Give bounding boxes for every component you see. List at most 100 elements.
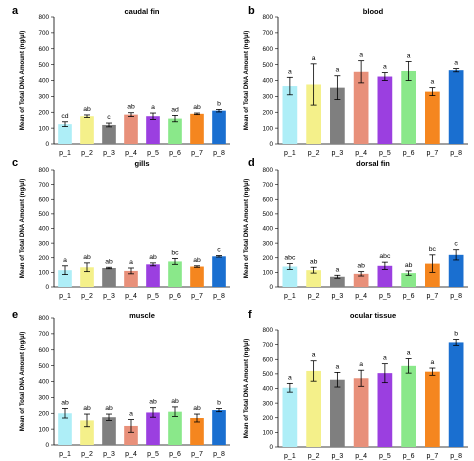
- x-tick-label: p_7: [427, 293, 439, 300]
- significance-letter: ab: [149, 399, 157, 406]
- bar: [124, 270, 138, 287]
- x-tick-label: p_5: [379, 453, 391, 460]
- bar: [80, 420, 94, 445]
- significance-letter: ab: [149, 254, 157, 261]
- y-tick-label: 400: [262, 386, 273, 393]
- chart-title: blood: [363, 7, 384, 16]
- significance-letter: bc: [171, 249, 179, 256]
- x-tick-label: p_6: [169, 293, 181, 300]
- bar: [448, 70, 464, 144]
- significance-letter: a: [335, 67, 339, 74]
- bar: [401, 273, 416, 287]
- x-tick-label: p_5: [379, 150, 391, 157]
- panel-a: a caudal fin Mean of Total DNA Amount (ng/…: [12, 5, 230, 157]
- x-tick-label: p_2: [81, 293, 93, 300]
- x-tick-label: p_3: [103, 293, 115, 300]
- x-tick-label: p_4: [355, 293, 367, 300]
- significance-letter: ab: [61, 399, 69, 406]
- significance-letter: ab: [105, 405, 113, 412]
- x-tick-label: p_4: [355, 150, 367, 157]
- significance-letter: ab: [83, 405, 91, 412]
- x-tick-label: p_5: [147, 293, 159, 300]
- significance-letter: c: [107, 114, 111, 121]
- x-tick-label: p_1: [284, 293, 296, 300]
- y-axis-label: Mean of Total DNA Amount (ng/µl): [243, 179, 250, 279]
- bar: [401, 365, 416, 447]
- significance-letter: b: [217, 399, 221, 406]
- x-tick-label: p_7: [191, 451, 203, 458]
- x-tick-label: p_3: [332, 293, 344, 300]
- significance-letter: a: [454, 60, 458, 67]
- x-tick-label: p_5: [147, 451, 159, 458]
- bar: [80, 267, 94, 287]
- y-tick-label: 700: [262, 342, 273, 349]
- significance-letter: a: [288, 68, 292, 75]
- significance-letter: a: [288, 374, 292, 381]
- bar: [212, 256, 226, 287]
- x-tick-label: p_7: [427, 150, 439, 157]
- significance-letter: a: [430, 359, 434, 366]
- x-tick-label: p_6: [403, 150, 415, 157]
- panel-letter: b: [248, 5, 255, 17]
- y-tick-label: 0: [269, 444, 273, 451]
- x-tick-label: p_5: [147, 150, 159, 157]
- panel-b: b blood Mean of Total DNA Amount (ng/µl) 0 1…: [243, 5, 468, 157]
- significance-letter: bc: [429, 246, 437, 253]
- bar: [330, 87, 345, 144]
- chart-title: caudal fin: [124, 7, 159, 16]
- bar: [377, 76, 393, 144]
- significance-letter: a: [312, 55, 316, 62]
- y-tick-label: 700: [262, 182, 273, 189]
- y-tick-label: 800: [38, 167, 49, 174]
- y-tick-label: 300: [38, 240, 49, 247]
- y-tick-label: 0: [45, 284, 49, 291]
- bar: [425, 91, 440, 144]
- x-tick-label: p_3: [332, 150, 344, 157]
- significance-letter: a: [335, 363, 339, 370]
- significance-letter: ab: [405, 262, 413, 269]
- y-tick-label: 0: [269, 141, 273, 148]
- y-tick-label: 500: [38, 363, 49, 370]
- x-tick-label: p_2: [308, 453, 320, 460]
- y-tick-label: 700: [38, 182, 49, 189]
- x-tick-label: p_6: [169, 150, 181, 157]
- significance-letter: a: [359, 52, 363, 59]
- significance-letter: a: [151, 104, 155, 111]
- y-tick-label: 300: [262, 94, 273, 101]
- x-tick-label: p_7: [191, 293, 203, 300]
- y-tick-label: 600: [38, 347, 49, 354]
- bar: [282, 86, 298, 144]
- panel-letter: a: [12, 5, 19, 17]
- significance-letter: a: [335, 266, 339, 273]
- significance-letter: a: [407, 350, 411, 357]
- bar: [282, 387, 298, 447]
- bar: [425, 263, 440, 287]
- chart-title: gills: [134, 159, 149, 168]
- bar: [282, 266, 298, 287]
- significance-letter: a: [407, 52, 411, 59]
- bar: [377, 265, 393, 287]
- x-tick-label: p_3: [332, 453, 344, 460]
- bar: [102, 417, 116, 445]
- significance-letter: ab: [83, 106, 91, 113]
- significance-letter: a: [359, 361, 363, 368]
- chart-title: muscle: [129, 311, 155, 320]
- bar: [306, 270, 321, 287]
- bar: [190, 266, 204, 287]
- panel-f: f ocular tissue Mean of Total DNA Amount (…: [243, 309, 468, 460]
- y-axis-label: Mean of Total DNA Amount (ng/µl): [19, 179, 26, 279]
- bar: [377, 373, 393, 447]
- x-tick-label: p_2: [308, 293, 320, 300]
- y-axis-label: Mean of Total DNA Amount (ng/µl): [243, 339, 250, 439]
- bar: [212, 410, 226, 445]
- significance-letter: a: [129, 411, 133, 418]
- y-axis-label: Mean of Total DNA Amount (ng/µl): [19, 31, 26, 131]
- bar: [330, 276, 345, 287]
- x-tick-label: p_2: [81, 150, 93, 157]
- y-tick-label: 300: [38, 395, 49, 402]
- y-tick-label: 100: [262, 430, 273, 437]
- y-axis-label: Mean of Total DNA Amount (ng/µl): [19, 332, 26, 432]
- x-tick-label: p_3: [103, 451, 115, 458]
- y-tick-label: 200: [262, 109, 273, 116]
